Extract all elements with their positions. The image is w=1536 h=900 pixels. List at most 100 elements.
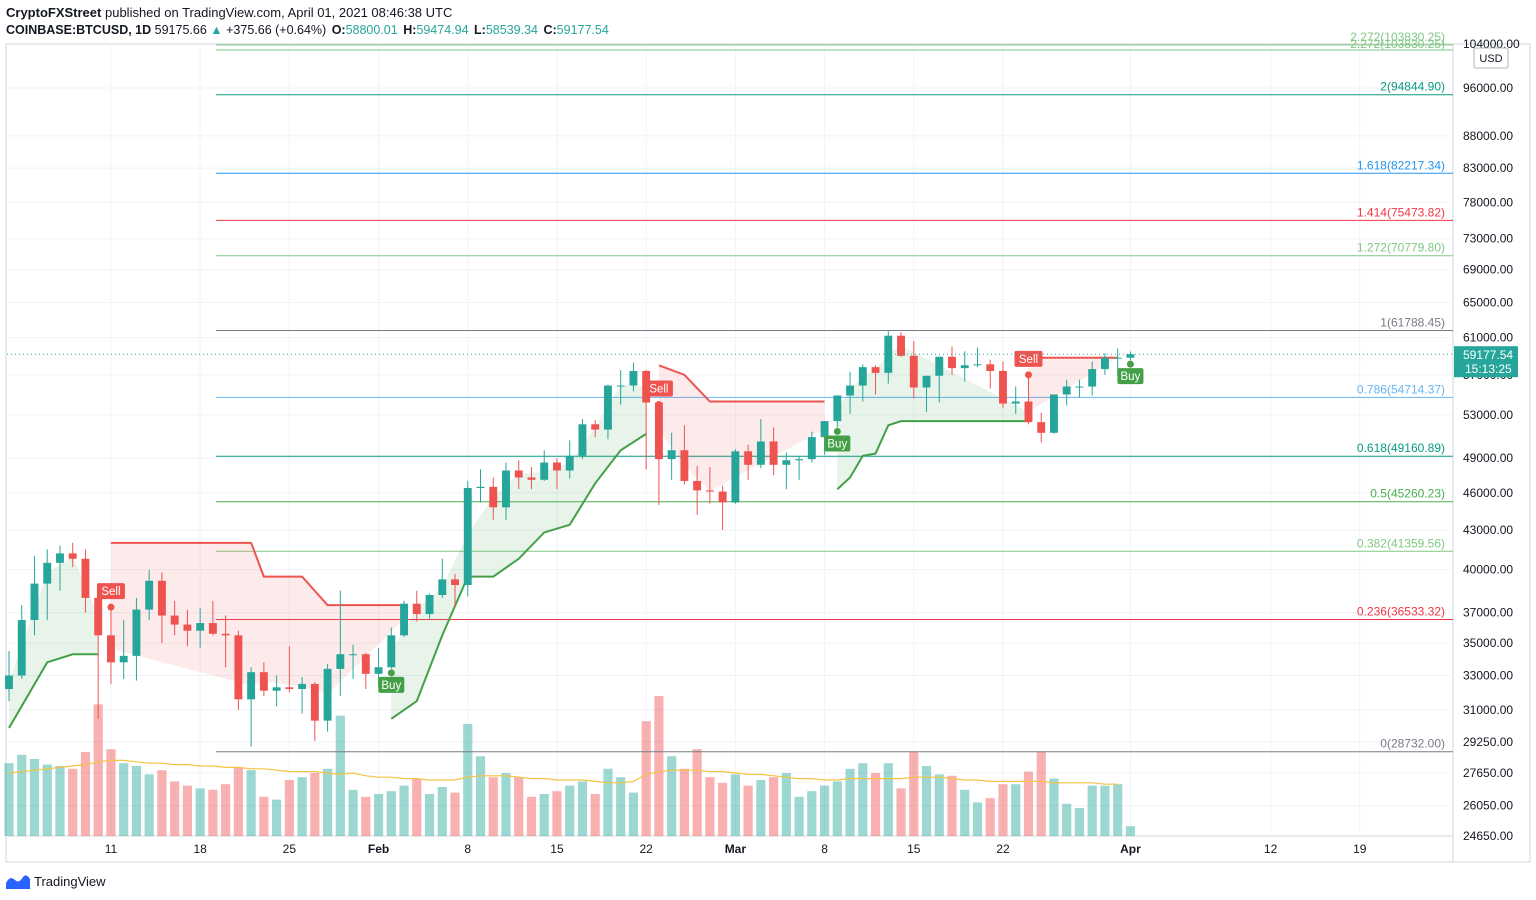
volume-bar bbox=[858, 763, 868, 836]
candle-body bbox=[578, 424, 587, 456]
candle-body bbox=[540, 462, 549, 480]
candle-body bbox=[973, 364, 982, 366]
volume-bar bbox=[577, 781, 588, 836]
price-tick-label: 65000.00 bbox=[1463, 296, 1513, 310]
volume-bar bbox=[1011, 784, 1021, 836]
candle-body bbox=[119, 655, 128, 663]
buy-signal-badge bbox=[378, 676, 405, 693]
publish-header: CryptoFXStreet published on TradingView.… bbox=[6, 5, 452, 20]
candle-body bbox=[884, 335, 893, 373]
price-tick-label: 35000.00 bbox=[1463, 636, 1513, 650]
sell-signal-badge bbox=[96, 583, 125, 600]
publisher-name[interactable]: CryptoFXStreet bbox=[6, 5, 102, 20]
sell-signal-dot bbox=[655, 401, 663, 409]
volume-bar bbox=[373, 794, 384, 836]
volume-bar bbox=[412, 778, 422, 836]
volume-bar bbox=[1049, 778, 1059, 836]
candle-body bbox=[603, 385, 612, 430]
candle-body bbox=[196, 623, 205, 631]
candle-body bbox=[553, 462, 561, 471]
candle-body bbox=[310, 683, 319, 721]
candle-body bbox=[1024, 401, 1033, 423]
volume-bar bbox=[284, 780, 294, 836]
candle-body bbox=[132, 609, 141, 656]
volume-bar bbox=[80, 752, 91, 836]
candle-body bbox=[336, 654, 345, 669]
price-tick-label: 27650.00 bbox=[1463, 766, 1513, 780]
low-label: L: bbox=[474, 23, 486, 37]
volume-bar bbox=[4, 763, 14, 836]
candle-body bbox=[145, 580, 154, 610]
sell-signal-label: Sell bbox=[101, 586, 120, 598]
volume-bar bbox=[883, 763, 893, 836]
sell-signal-dot bbox=[1024, 371, 1032, 379]
candle-body bbox=[680, 450, 689, 481]
volume-bar bbox=[361, 796, 371, 836]
candle-body bbox=[374, 667, 383, 674]
candle-body bbox=[948, 356, 956, 369]
volume-bar bbox=[93, 704, 103, 836]
price-tick-label: 78000.00 bbox=[1463, 195, 1513, 209]
volume-bar bbox=[654, 696, 664, 836]
volume-bar bbox=[616, 777, 626, 836]
volume-bar bbox=[424, 794, 435, 836]
volume-bar bbox=[233, 767, 243, 836]
fib-level-label: 2(94844.90) bbox=[1380, 80, 1445, 94]
candle-body bbox=[1100, 357, 1109, 370]
fib-level-label: 0(28732.00) bbox=[1380, 737, 1445, 751]
price-tick-label: 61000.00 bbox=[1463, 331, 1513, 345]
fib-level-label: 0.618(49160.89) bbox=[1357, 441, 1445, 455]
candle-body bbox=[349, 654, 358, 656]
price-change: +375.66 (+0.64%) bbox=[226, 23, 327, 37]
volume-bar bbox=[794, 796, 804, 836]
ohlc-legend: COINBASE:BTCUSD, 1D 59175.66 ▲ +375.66 (… bbox=[6, 23, 609, 37]
volume-bar bbox=[718, 782, 728, 836]
volume-bar bbox=[322, 768, 333, 836]
candle-body bbox=[897, 335, 905, 356]
candle-body bbox=[361, 654, 370, 674]
volume-bar bbox=[259, 796, 269, 836]
price-tick-label: 46000.00 bbox=[1463, 486, 1513, 500]
buy-signal-dot bbox=[1126, 360, 1134, 368]
tradingview-brand[interactable]: TradingView bbox=[6, 874, 106, 889]
candle-body bbox=[935, 356, 944, 376]
candle-body bbox=[654, 402, 663, 460]
candle-body bbox=[183, 624, 192, 631]
time-tick-label: Feb bbox=[368, 842, 389, 856]
volume-bar bbox=[730, 774, 740, 836]
volume-bar bbox=[501, 773, 511, 836]
supertrend-line bbox=[8, 653, 99, 729]
candle-body bbox=[272, 687, 281, 691]
candle-body bbox=[412, 603, 421, 615]
candle-body bbox=[667, 450, 676, 460]
publish-info: published on TradingView.com, April 01, … bbox=[104, 5, 453, 20]
volume-bar bbox=[297, 777, 307, 836]
candle-body bbox=[1113, 357, 1122, 359]
chart-frame bbox=[5, 43, 1531, 863]
candle-body bbox=[909, 355, 918, 388]
supertrend-fill bbox=[9, 556, 99, 728]
volume-bar bbox=[42, 764, 52, 836]
volume-bar bbox=[590, 794, 600, 836]
volume-bar bbox=[335, 715, 345, 836]
volume-bar bbox=[463, 724, 473, 836]
price-tick-label: 24650.00 bbox=[1463, 829, 1513, 843]
candle-body bbox=[527, 477, 536, 480]
low-value: 58539.34 bbox=[485, 23, 538, 37]
candle-body bbox=[756, 441, 765, 465]
supertrend-line bbox=[658, 364, 825, 403]
tradingview-logo-icon bbox=[6, 874, 30, 889]
volume-bar bbox=[845, 768, 855, 836]
candle-body bbox=[565, 455, 574, 471]
high-label: H: bbox=[403, 23, 417, 37]
candle-body bbox=[846, 385, 855, 396]
candle-body bbox=[795, 459, 804, 461]
time-tick-label: 15 bbox=[550, 842, 564, 856]
volume-bar bbox=[157, 770, 167, 836]
candle-body bbox=[170, 615, 179, 625]
volume-bar bbox=[1100, 785, 1110, 836]
volume-bar bbox=[526, 796, 537, 836]
price-tick-label: 31000.00 bbox=[1463, 703, 1513, 717]
candle-body bbox=[68, 553, 77, 559]
